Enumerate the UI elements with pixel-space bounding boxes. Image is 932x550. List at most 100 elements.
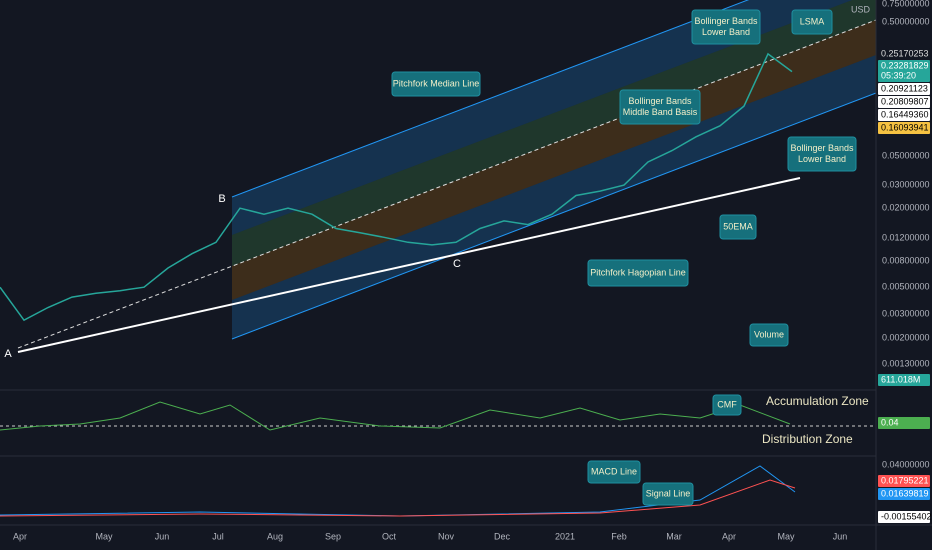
price-tick-label: 0.00300000: [882, 308, 930, 318]
annotation: Pitchfork Hagopian Line: [587, 259, 689, 287]
price-badge-label: 611.018M: [881, 374, 920, 384]
annotation-box: [587, 460, 641, 484]
annotation: CMF: [712, 394, 742, 416]
annotation-text: Pitchfork Median Line: [393, 78, 480, 88]
price-tick-label: 0.01200000: [882, 232, 930, 242]
annotation-text: CMF: [717, 399, 737, 409]
annotation: Volume: [749, 323, 789, 347]
annotation-text: Pitchfork Hagopian Line: [590, 267, 686, 277]
annotation-text: Signal Line: [646, 488, 691, 498]
hagopian-line: [17, 177, 801, 353]
price-tick-label: 0.50000000: [882, 16, 930, 26]
annotation-text: Bollinger Bands: [628, 96, 692, 106]
pitchfork: [17, 0, 877, 353]
price-tick-label: 0.03000000: [882, 179, 930, 189]
price-badge: [878, 417, 930, 429]
time-label: Jun: [155, 531, 170, 541]
price-badge-label: 0.01639819: [881, 488, 929, 498]
price-badge: [878, 70, 930, 82]
price-badge: [878, 83, 930, 95]
price-tick-label: 0.00200000: [882, 332, 930, 342]
time-label: Sep: [325, 531, 341, 541]
annotation: MACD Line: [587, 460, 641, 484]
annotation-box: [791, 9, 833, 35]
median-line: [17, 19, 877, 349]
zone-label: Distribution Zone: [762, 432, 853, 446]
price-badge-label: 0.16449360: [881, 109, 929, 119]
time-label: May: [95, 531, 113, 541]
band-green: [232, 0, 876, 266]
time-label: Feb: [611, 531, 627, 541]
time-label: Jun: [833, 531, 848, 541]
price-tick-label: 0.05000000: [882, 150, 930, 160]
annotation-box: [712, 394, 742, 416]
price-badge-label: 0.01795221: [881, 475, 929, 485]
time-label: Dec: [494, 531, 511, 541]
time-label: Apr: [722, 531, 736, 541]
price-badge-label: 0.16093941: [881, 122, 929, 132]
price-badge-label: 0.04: [881, 417, 899, 427]
annotation: Signal Line: [642, 482, 694, 506]
annotation-box: [749, 323, 789, 347]
annotation-box: [619, 89, 701, 125]
price-badge-label: 05:39:20: [881, 70, 916, 80]
pitchfork-point: C: [453, 258, 461, 270]
time-label: May: [777, 531, 795, 541]
annotation-box: [787, 136, 857, 172]
price-badge-label: -0.00155402: [881, 511, 932, 521]
annotation-text: LSMA: [800, 16, 825, 26]
price-badge: [878, 48, 930, 60]
currency: USD: [851, 4, 871, 14]
annotation-box: [691, 9, 761, 45]
zone-label: Accumulation Zone: [766, 394, 869, 408]
price-badge-label: 0.20809807: [881, 96, 929, 106]
price-tick-label: 0.00130000: [882, 358, 930, 368]
annotation-text: Bollinger Bands: [694, 16, 758, 26]
cmf-line: [0, 401, 791, 431]
band-orange: [232, 20, 876, 300]
price-tick-label: 0.00500000: [882, 281, 930, 291]
price-badge: [878, 96, 930, 108]
price-badge: [878, 475, 930, 487]
time-label: 2021: [555, 531, 575, 541]
annotation-box: [587, 259, 689, 287]
annotation: LSMA: [791, 9, 833, 35]
annotation-text: Volume: [754, 329, 784, 339]
price-badge: [878, 122, 930, 134]
price-badge-label: 0.20921123: [881, 83, 928, 93]
annotation-box: [391, 71, 481, 97]
signal-line: [0, 479, 796, 517]
price-badge-label: 0.23281829: [881, 60, 929, 70]
time-label: Mar: [666, 531, 682, 541]
time-label: Nov: [438, 531, 455, 541]
time-label: Jul: [212, 531, 224, 541]
annotation-text: Bollinger Bands: [790, 143, 854, 153]
band-blue: [232, 0, 853, 235]
price-badge: [878, 488, 930, 500]
annotation: Pitchfork Median Line: [391, 71, 481, 97]
price-badge: [878, 109, 930, 121]
annotation-box: [719, 214, 757, 240]
pitchfork-point: B: [218, 193, 225, 205]
pitchfork-upper: [231, 0, 750, 198]
time-label: Oct: [382, 531, 397, 541]
time-label: Apr: [13, 531, 27, 541]
annotation-text: Middle Band Basis: [623, 107, 698, 117]
annotation-text: 50EMA: [723, 221, 753, 231]
price-badge-label: 0.25170253: [881, 48, 929, 58]
annotation: 50EMA: [719, 214, 757, 240]
price-tick-label: 0.00800000: [882, 255, 930, 265]
macd-tick-label: 0.04000000: [882, 459, 930, 469]
price-tick-label: 0.02000000: [882, 202, 930, 212]
macd-line: [0, 465, 796, 517]
annotation-text: MACD Line: [591, 466, 637, 476]
annotation-box: [642, 482, 694, 506]
pitchfork-lower: [231, 92, 877, 340]
pitchfork-point: A: [4, 348, 12, 360]
price-tick-label: 0.75000000: [882, 0, 930, 8]
time-label: Aug: [267, 531, 283, 541]
